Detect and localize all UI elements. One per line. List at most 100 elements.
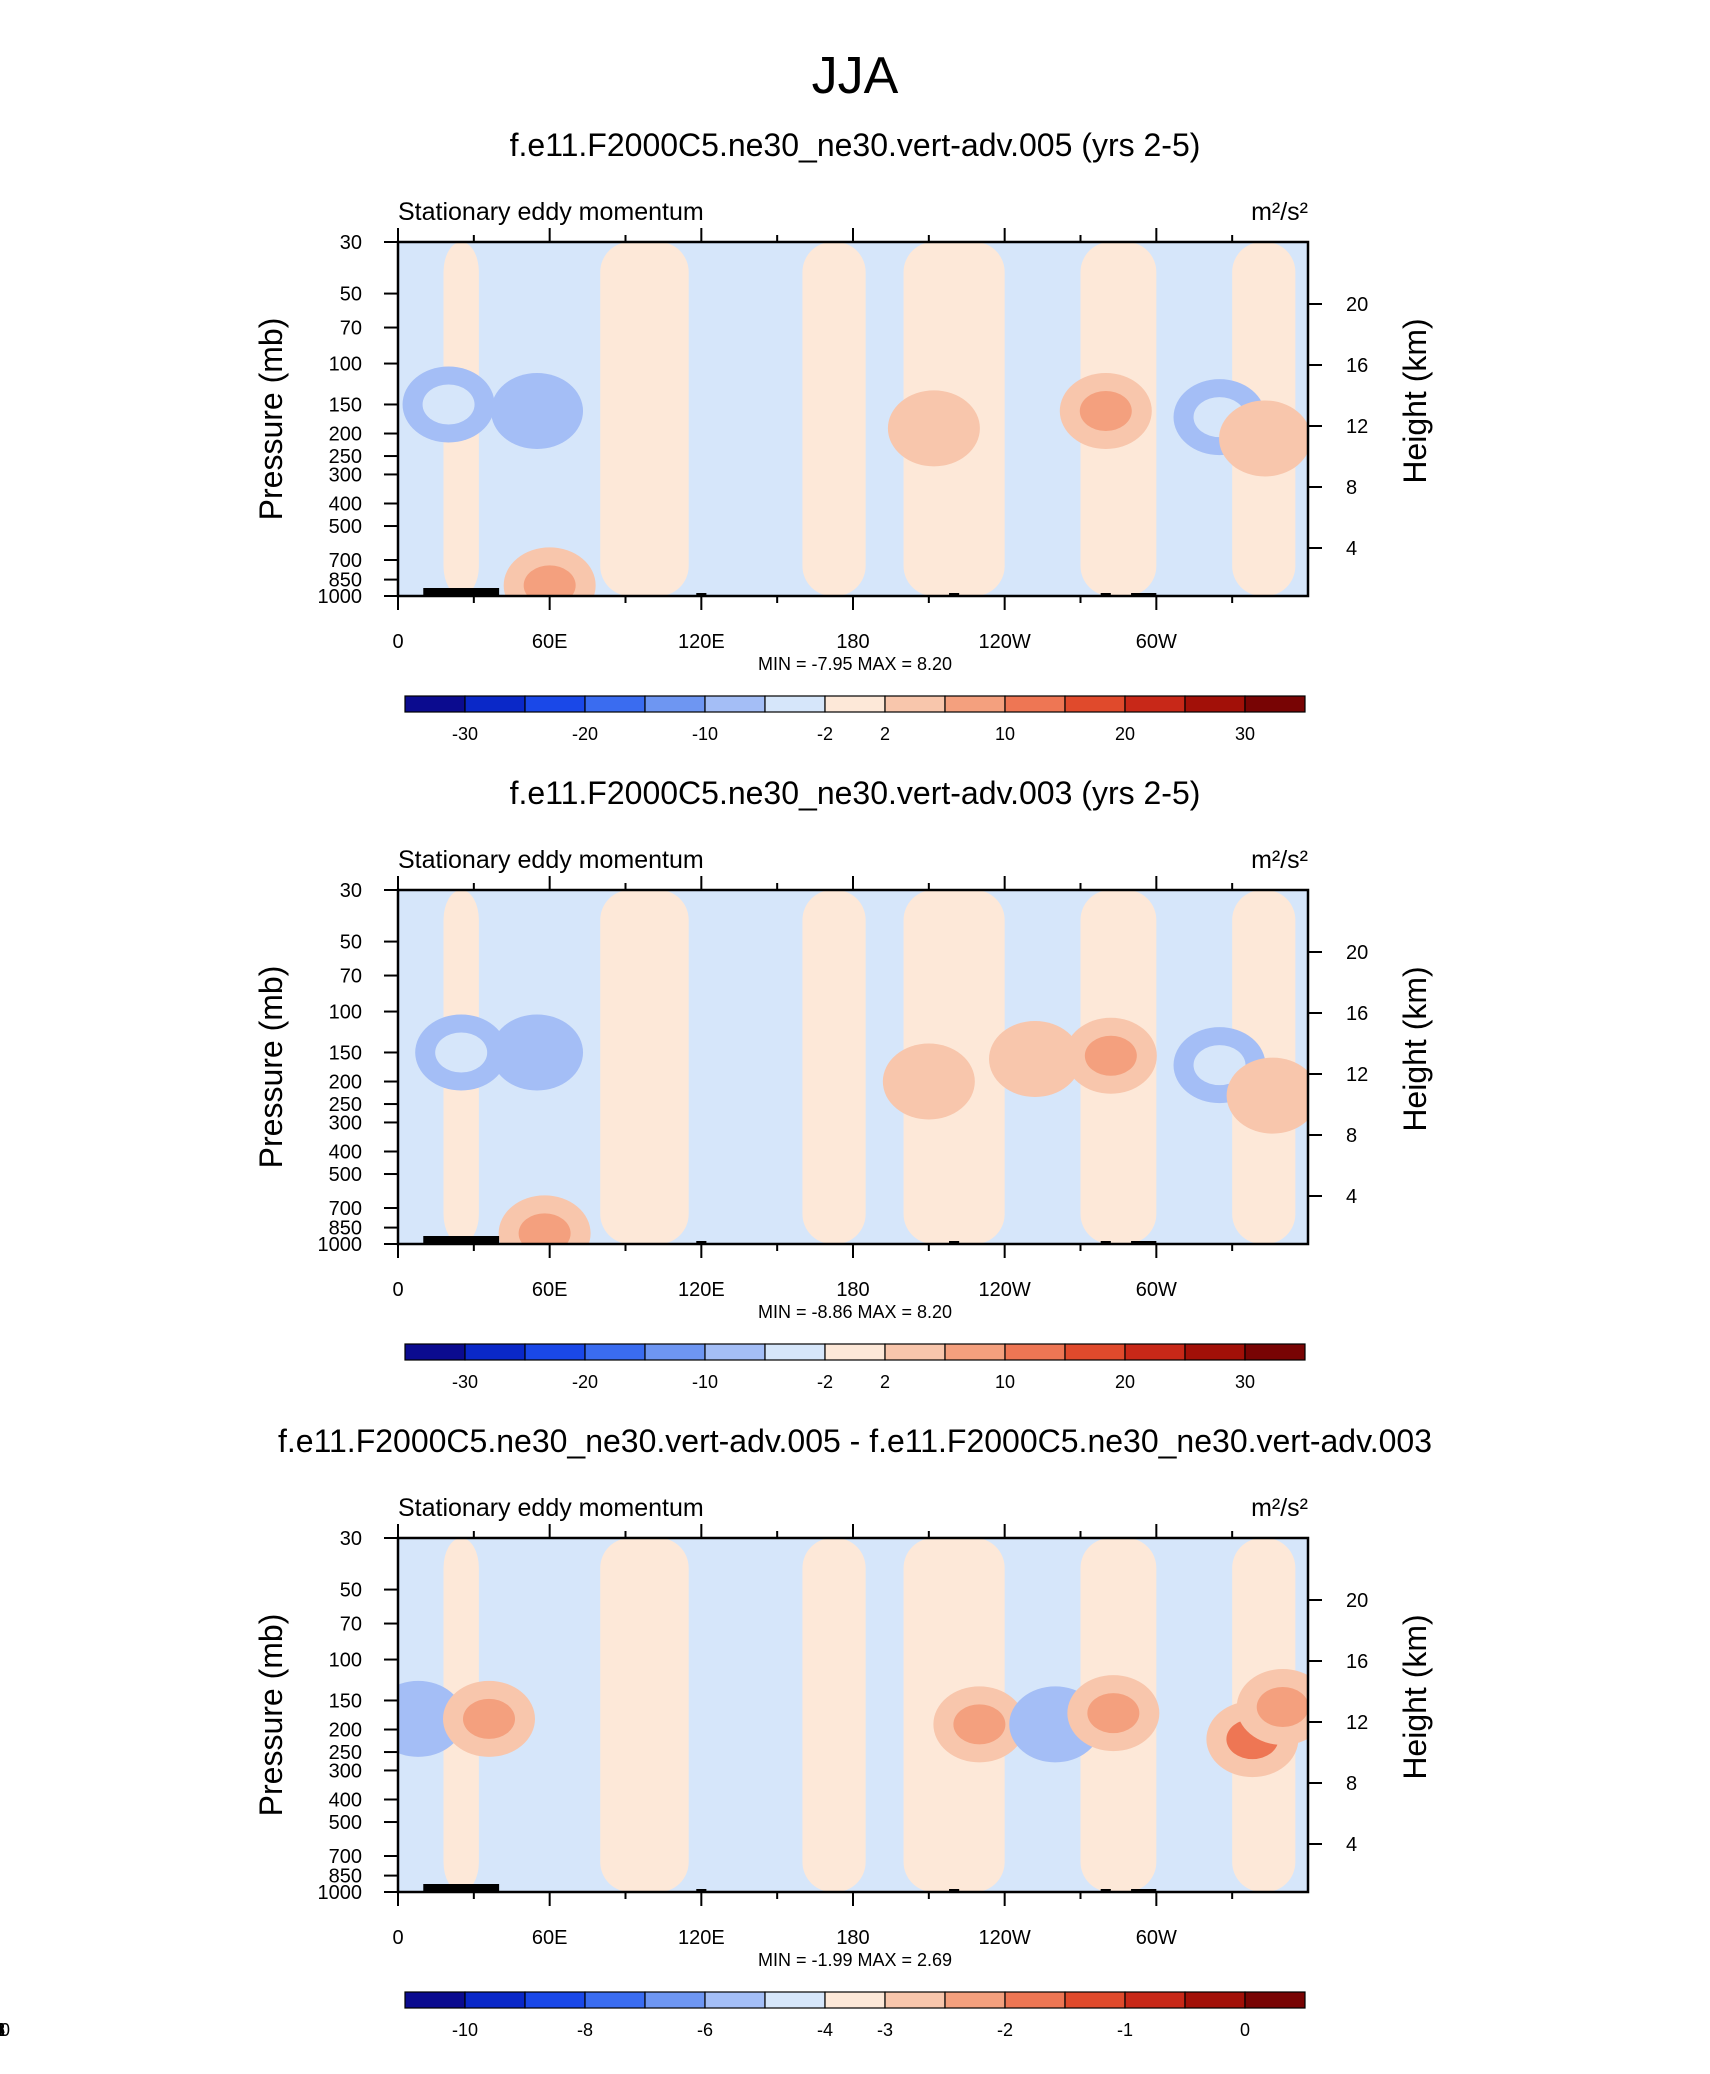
colorbar-swatch (464, 1343, 526, 1361)
colorbar-swatch (1124, 1343, 1186, 1361)
colorbar-label: -10 (692, 1372, 718, 1392)
anomaly-core (523, 565, 576, 596)
y-tick-label: 250 (329, 1094, 362, 1116)
colorbar-label: 2 (0, 2020, 5, 2040)
y-right-axis-label: Height (km) (1397, 966, 1433, 1131)
colorbar-swatch (764, 1343, 826, 1361)
y-tick-label: 200 (329, 1720, 362, 1742)
panel-units: m²/s² (1251, 198, 1308, 226)
y-tick-label: 1000 (318, 586, 363, 608)
panel-title: f.e11.F2000C5.ne30_ne30.vert-adv.005 - f… (278, 1423, 1432, 1459)
colorbar-swatch (824, 1991, 886, 2009)
colorbar-swatch (1124, 1991, 1186, 2009)
x-tick-label: 60W (1136, 1279, 1177, 1301)
terrain-mask (423, 1236, 500, 1244)
weak-positive-band (802, 1538, 866, 1892)
x-tick-label: 60E (532, 631, 568, 653)
colorbar-label: 10 (0, 2020, 10, 2040)
colorbar-swatch (1244, 1991, 1306, 2009)
colorbar-label: 2 (880, 1372, 890, 1392)
colorbar-swatch (644, 695, 706, 713)
colorbar-label: 30 (1235, 1372, 1255, 1392)
colorbar-swatch (1124, 695, 1186, 713)
anomaly-core (435, 1032, 488, 1073)
colorbar-swatch (704, 1991, 766, 2009)
anomaly-core (1079, 390, 1132, 431)
terrain-mask (1100, 593, 1111, 596)
colorbar-label: -2 (997, 2020, 1013, 2040)
field (398, 890, 1308, 1244)
y-tick-label: 850 (329, 570, 362, 592)
y-tick-label: 100 (329, 1002, 362, 1024)
colorbar-label: 0 (1240, 2020, 1250, 2040)
panel-subtitle: Stationary eddy momentum (398, 198, 704, 226)
colorbar-swatch (944, 1343, 1006, 1361)
colorbar-swatch (404, 695, 466, 713)
y-tick-label: 100 (329, 1650, 362, 1672)
colorbar-swatch (404, 1343, 466, 1361)
anomaly-core (1009, 1038, 1061, 1079)
colorbar-label: 20 (1115, 1372, 1135, 1392)
colorbar-label: -8 (577, 2020, 593, 2040)
colorbar-label: -20 (572, 724, 598, 744)
panel-subtitle: Stationary eddy momentum (398, 1494, 704, 1522)
colorbar-label: -6 (697, 2020, 713, 2040)
terrain-mask (696, 1889, 707, 1892)
chart-panel-2: f.e11.F2000C5.ne30_ne30.vert-adv.003 (yr… (253, 775, 1433, 1392)
terrain-mask (1100, 1889, 1111, 1892)
colorbar-label: 8 (0, 2020, 5, 2040)
colorbar-label: -2 (817, 1372, 833, 1392)
chart-panel-3: f.e11.F2000C5.ne30_ne30.vert-adv.005 - f… (0, 1423, 1433, 2040)
terrain-mask (696, 1241, 707, 1244)
anomaly-core (1087, 1693, 1140, 1734)
weak-positive-band (802, 890, 866, 1244)
terrain-mask (949, 593, 960, 596)
y-tick-label: 70 (340, 966, 362, 988)
chart-panel-1: f.e11.F2000C5.ne30_ne30.vert-adv.005 (yr… (253, 127, 1433, 744)
y-tick-label: 50 (340, 284, 362, 306)
y-tick-label: 30 (340, 880, 362, 902)
y-right-tick-label: 8 (1346, 1773, 1357, 1795)
colorbar-swatch (584, 1991, 646, 2009)
y-tick-label: 30 (340, 232, 362, 254)
y-right-tick-label: 16 (1346, 355, 1368, 377)
terrain-mask (696, 593, 707, 596)
colorbar: -30 -20 -10 -2 2 10 20 30 (404, 695, 1306, 744)
colorbar-swatch (1064, 1343, 1126, 1361)
y-right-tick-label: 4 (1346, 1834, 1357, 1856)
y-tick-label: 100 (329, 354, 362, 376)
x-tick-label: 0 (392, 1279, 403, 1301)
field (398, 242, 1308, 596)
weak-positive-band (600, 890, 689, 1244)
colorbar-swatch (404, 1991, 466, 2009)
y-tick-label: 250 (329, 446, 362, 468)
y-right-tick-label: 4 (1346, 538, 1357, 560)
colorbar-label: 1 (0, 2020, 5, 2040)
colorbar-swatch (824, 1343, 886, 1361)
colorbar-swatch (884, 1991, 946, 2009)
x-tick-label: 0 (392, 1927, 403, 1949)
min-max-stats: MIN = -8.86 MAX = 8.20 (758, 1302, 952, 1322)
field (398, 1538, 1308, 1892)
terrain-mask (1131, 1889, 1157, 1892)
colorbar-swatch (1064, 1991, 1126, 2009)
terrain-mask (949, 1889, 960, 1892)
colorbar-swatch (524, 695, 586, 713)
colorbar-label: 4 (0, 2020, 5, 2040)
colorbar-label: -10 (692, 724, 718, 744)
y-tick-label: 50 (340, 1580, 362, 1602)
colorbar-label: -1 (1117, 2020, 1133, 2040)
anomaly-core (463, 1698, 515, 1739)
terrain-mask (949, 1241, 960, 1244)
colorbar-swatch (944, 1991, 1006, 2009)
x-tick-label: 120E (678, 631, 725, 653)
min-max-stats: MIN = -1.99 MAX = 2.69 (758, 1950, 952, 1970)
y-tick-label: 400 (329, 1789, 362, 1811)
y-tick-label: 300 (329, 464, 362, 486)
x-tick-label: 120W (979, 1279, 1031, 1301)
panel-units: m²/s² (1251, 846, 1308, 874)
anomaly-core (398, 1698, 445, 1739)
terrain-mask (1131, 1241, 1157, 1244)
colorbar-label: -3 (877, 2020, 893, 2040)
colorbar-swatch (884, 695, 946, 713)
